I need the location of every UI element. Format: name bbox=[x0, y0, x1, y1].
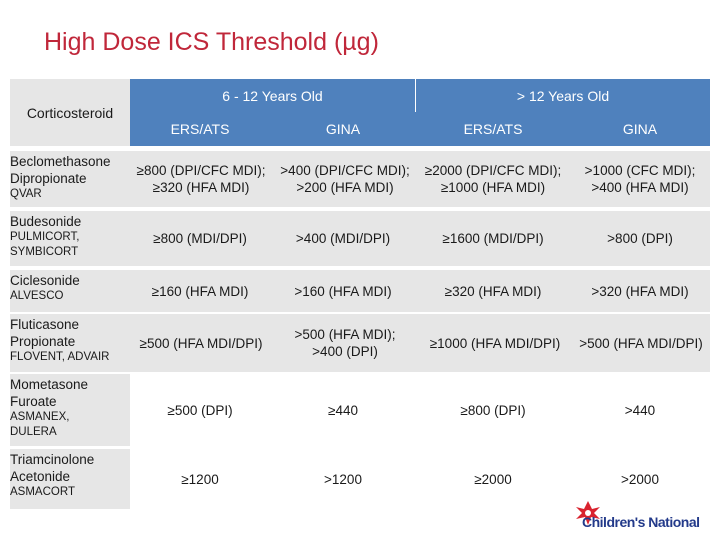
value-text: >400 (MDI/DPI) bbox=[295, 231, 391, 246]
value-cell: >400 (DPI/CFC MDI); >200 (HFA MDI) bbox=[274, 151, 416, 207]
value-text: ≥1600 (MDI/DPI) bbox=[442, 231, 544, 246]
value-cell: ≥500 (DPI) bbox=[130, 374, 270, 446]
value-text: ≥500 (HFA MDI/DPI) bbox=[139, 335, 263, 351]
value-cell: ≥320 (HFA MDI) bbox=[416, 270, 570, 312]
value-text: >800 (DPI) bbox=[607, 231, 673, 246]
drug-cell: Budesonide PULMICORT, SYMBICORT bbox=[10, 211, 130, 266]
drug-brand: FLOVENT, ADVAIR bbox=[10, 351, 110, 363]
logo-text: Children's National bbox=[582, 514, 700, 530]
value-cell: ≥1600 (MDI/DPI) bbox=[416, 211, 570, 266]
header-ersats-2-label: ERS/ATS bbox=[463, 121, 523, 137]
drug-cell: Ciclesonide ALVESCO bbox=[10, 270, 130, 312]
value-text: ≥800 (DPI) bbox=[460, 402, 526, 418]
value-text: >160 (HFA MDI) bbox=[294, 283, 392, 299]
drug-name: Mometasone Furoate bbox=[10, 377, 89, 409]
drug-cell: Beclomethasone Dipropionate QVAR bbox=[10, 151, 130, 207]
value-text: ≥1000 (HFA MDI/DPI) bbox=[429, 335, 561, 351]
value-text: >2000 bbox=[621, 471, 659, 487]
header-ersats-2: ERS/ATS bbox=[416, 112, 570, 146]
header-gina-2-label: GINA bbox=[622, 121, 658, 137]
value-cell: ≥800 (MDI/DPI) bbox=[130, 211, 270, 266]
childrens-national-logo bbox=[576, 501, 600, 525]
value-text: >500 (HFA MDI); >400 (DPI) bbox=[294, 327, 396, 359]
value-text: ≥2000 bbox=[474, 471, 512, 487]
value-text: ≥440 bbox=[328, 402, 358, 418]
value-cell: >2000 bbox=[570, 449, 710, 509]
header-ersats-1-label: ERS/ATS bbox=[170, 121, 230, 137]
value-cell: ≥440 bbox=[270, 374, 416, 446]
value-text: >320 (HFA MDI) bbox=[591, 283, 689, 299]
value-text: >1000 (CFC MDI); >400 (HFA MDI) bbox=[584, 163, 696, 195]
header-group-over-12-label: > 12 Years Old bbox=[516, 87, 610, 104]
value-cell: >500 (HFA MDI); >400 (DPI) bbox=[274, 314, 416, 372]
value-cell: ≥2000 bbox=[416, 449, 570, 509]
value-text: ≥800 (MDI/DPI) bbox=[153, 231, 247, 246]
value-text: ≥320 (HFA MDI) bbox=[444, 283, 542, 299]
value-cell: >500 (HFA MDI/DPI) bbox=[572, 314, 710, 372]
value-text: >440 bbox=[624, 402, 656, 418]
value-cell: >800 (DPI) bbox=[570, 211, 710, 266]
value-cell: ≥160 (HFA MDI) bbox=[130, 270, 270, 312]
star-icon bbox=[576, 501, 600, 525]
header-group-over-12: > 12 Years Old bbox=[416, 79, 710, 112]
drug-brand: PULMICORT, SYMBICORT bbox=[10, 231, 80, 258]
drug-name: Fluticasone Propionate bbox=[10, 317, 80, 349]
value-text: ≥800 (DPI/CFC MDI); ≥320 (HFA MDI) bbox=[136, 163, 266, 195]
drug-cell: Triamcinolone Acetonide ASMACORT bbox=[10, 449, 130, 509]
value-cell: >440 bbox=[570, 374, 710, 446]
value-cell: >1000 (CFC MDI); >400 (HFA MDI) bbox=[570, 151, 710, 207]
value-text: ≥500 (DPI) bbox=[167, 402, 233, 418]
drug-brand: ASMACORT bbox=[10, 486, 75, 498]
drug-brand: QVAR bbox=[10, 188, 42, 200]
value-cell: >1200 bbox=[270, 449, 416, 509]
header-ersats-1: ERS/ATS bbox=[130, 112, 270, 146]
value-cell: >400 (MDI/DPI) bbox=[270, 211, 416, 266]
header-corticosteroid: Corticosteroid bbox=[10, 79, 130, 146]
header-group-6-12-label: 6 - 12 Years Old bbox=[222, 87, 323, 104]
header-gina-2: GINA bbox=[570, 112, 710, 146]
drug-name: Budesonide bbox=[10, 214, 82, 229]
value-cell: ≥1200 bbox=[130, 449, 270, 509]
header-corticosteroid-label: Corticosteroid bbox=[26, 104, 114, 121]
value-cell: ≥800 (DPI/CFC MDI); ≥320 (HFA MDI) bbox=[128, 151, 274, 207]
value-cell: >320 (HFA MDI) bbox=[570, 270, 710, 312]
value-text: >500 (HFA MDI/DPI) bbox=[579, 335, 703, 351]
value-text: ≥160 (HFA MDI) bbox=[151, 283, 249, 299]
drug-name: Ciclesonide bbox=[10, 273, 80, 288]
value-cell: ≥800 (DPI) bbox=[416, 374, 570, 446]
page-title: High Dose ICS Threshold (µg) bbox=[44, 28, 379, 56]
drug-brand: ASMANEX, DULERA bbox=[10, 411, 70, 438]
drug-name: Triamcinolone Acetonide bbox=[10, 452, 95, 484]
value-text: ≥2000 (DPI/CFC MDI); ≥1000 (HFA MDI) bbox=[424, 163, 562, 195]
value-text: >400 (DPI/CFC MDI); >200 (HFA MDI) bbox=[280, 163, 410, 195]
drug-cell: Mometasone Furoate ASMANEX, DULERA bbox=[10, 374, 130, 446]
header-group-6-12: 6 - 12 Years Old bbox=[130, 79, 415, 112]
value-text: ≥1200 bbox=[181, 471, 219, 487]
drug-cell: Fluticasone Propionate FLOVENT, ADVAIR bbox=[10, 314, 130, 372]
drug-brand: ALVESCO bbox=[10, 290, 64, 302]
value-text: >1200 bbox=[324, 471, 362, 487]
value-cell: >160 (HFA MDI) bbox=[270, 270, 416, 312]
header-gina-1: GINA bbox=[270, 112, 416, 146]
value-cell: ≥2000 (DPI/CFC MDI); ≥1000 (HFA MDI) bbox=[416, 151, 570, 207]
drug-name: Beclomethasone Dipropionate bbox=[10, 154, 111, 186]
value-cell: ≥500 (HFA MDI/DPI) bbox=[128, 314, 274, 372]
value-cell: ≥1000 (HFA MDI/DPI) bbox=[416, 314, 574, 372]
header-gina-1-label: GINA bbox=[325, 121, 361, 137]
